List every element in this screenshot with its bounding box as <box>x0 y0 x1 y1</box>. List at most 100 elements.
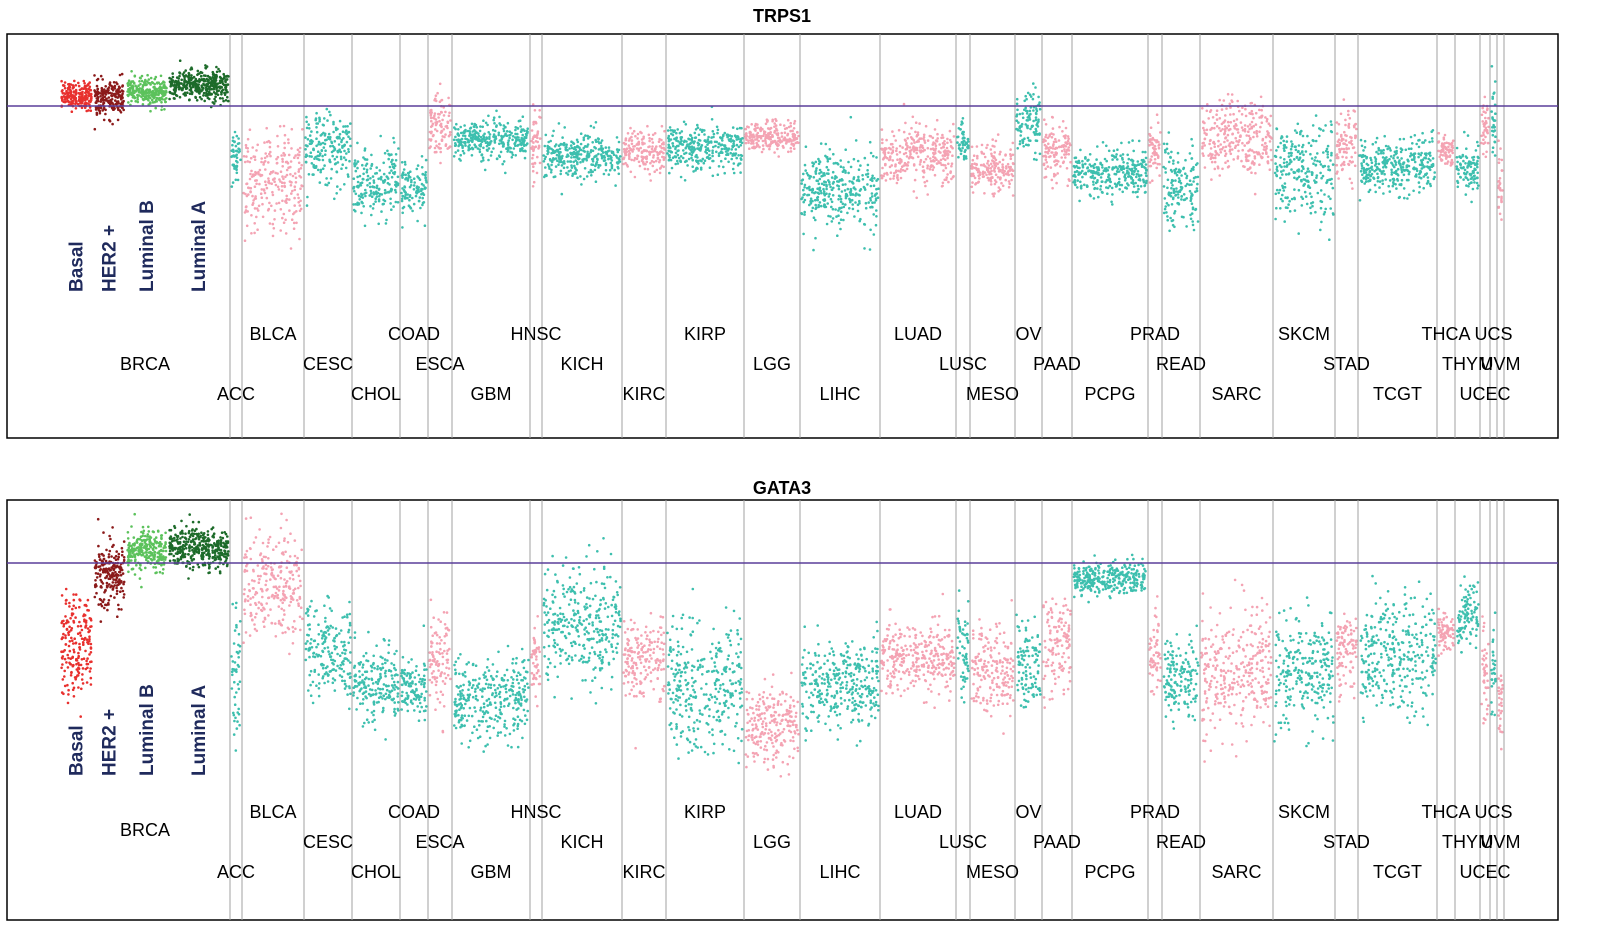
data-point <box>510 151 514 154</box>
data-point <box>760 150 764 154</box>
data-point <box>617 172 621 176</box>
data-point <box>688 145 692 149</box>
data-point <box>1037 120 1040 123</box>
data-point <box>305 144 309 148</box>
data-point <box>535 171 539 175</box>
data-point <box>347 175 350 178</box>
data-point <box>364 158 367 161</box>
data-point <box>468 143 471 147</box>
data-point <box>270 204 273 208</box>
data-point <box>679 159 682 163</box>
data-point <box>429 125 433 129</box>
data-point <box>842 218 845 222</box>
data-point <box>732 171 736 175</box>
data-point <box>759 126 763 130</box>
data-point <box>1218 117 1222 120</box>
data-point <box>590 174 593 177</box>
data-point <box>932 155 935 159</box>
data-point <box>875 187 878 191</box>
data-point <box>77 98 81 101</box>
data-point <box>199 75 203 78</box>
data-point <box>289 160 293 163</box>
data-point <box>81 94 84 97</box>
data-point <box>538 137 542 140</box>
data-point <box>429 114 433 117</box>
data-point <box>844 183 847 186</box>
data-point <box>875 215 878 218</box>
data-point <box>254 170 257 174</box>
data-point <box>1108 184 1112 188</box>
data-point <box>846 211 849 215</box>
data-point <box>831 217 835 220</box>
data-point <box>1034 118 1038 122</box>
data-point <box>492 116 496 119</box>
data-point <box>812 176 816 179</box>
data-point <box>245 146 248 149</box>
data-point <box>280 154 283 157</box>
data-point <box>487 158 490 162</box>
data-point <box>468 130 472 133</box>
data-point <box>550 160 554 164</box>
data-point <box>627 139 631 142</box>
data-point <box>653 132 657 135</box>
data-point <box>610 165 614 168</box>
data-point <box>372 179 376 182</box>
data-point <box>695 153 698 157</box>
data-point <box>676 159 679 163</box>
data-point <box>267 179 271 183</box>
data-point <box>1044 133 1048 137</box>
data-point <box>340 138 344 142</box>
data-point <box>1103 157 1107 161</box>
data-point <box>898 162 902 165</box>
data-point <box>347 148 350 151</box>
data-point <box>1038 152 1042 156</box>
data-point <box>289 247 293 250</box>
data-point <box>347 150 351 154</box>
data-point <box>1077 159 1081 163</box>
data-point <box>712 132 716 136</box>
data-point <box>216 86 219 89</box>
data-point <box>296 193 300 196</box>
data-point <box>942 157 945 160</box>
data-point <box>439 124 442 127</box>
data-point <box>462 152 466 155</box>
data-point <box>1131 190 1135 194</box>
data-point <box>630 142 634 146</box>
data-point <box>217 67 220 71</box>
data-point <box>223 91 226 95</box>
data-point <box>1130 167 1134 171</box>
data-point <box>277 188 281 191</box>
data-point <box>85 93 88 97</box>
data-point <box>651 164 655 168</box>
data-point <box>935 118 939 122</box>
data-point <box>374 197 378 200</box>
data-point <box>315 111 318 115</box>
data-point <box>909 152 912 156</box>
data-point <box>192 75 196 79</box>
data-point <box>412 184 416 187</box>
data-point <box>283 181 286 185</box>
data-point <box>614 184 617 187</box>
data-point <box>297 168 301 171</box>
data-point <box>671 142 675 145</box>
data-point <box>246 160 249 163</box>
data-point <box>582 149 585 153</box>
cancer-points-kich <box>542 121 622 196</box>
data-point <box>820 191 823 195</box>
data-point <box>147 94 150 97</box>
data-point <box>676 128 679 131</box>
data-point <box>1081 159 1084 163</box>
data-point <box>127 101 130 104</box>
data-point <box>600 139 604 142</box>
data-point <box>72 91 76 94</box>
data-point <box>432 116 435 120</box>
data-point <box>830 176 834 179</box>
data-point <box>637 160 641 164</box>
data-point <box>498 155 502 159</box>
data-point <box>328 158 331 162</box>
data-point <box>344 166 348 170</box>
data-point <box>370 153 373 157</box>
data-point <box>542 160 546 163</box>
data-point <box>519 125 522 128</box>
data-point <box>1111 158 1114 161</box>
